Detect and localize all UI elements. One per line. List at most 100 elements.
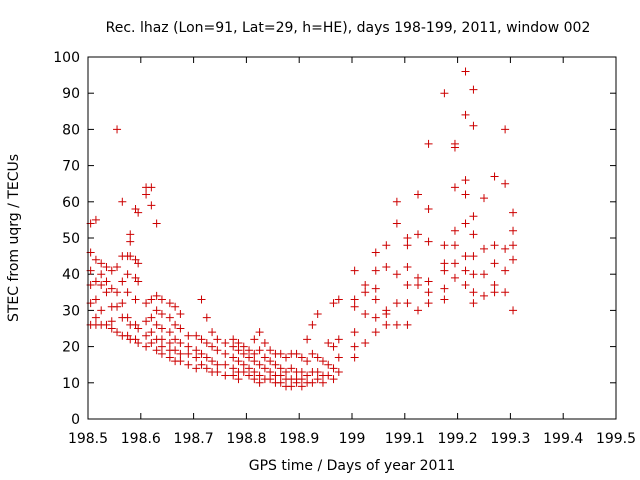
- data-point: [371, 328, 380, 337]
- data-point: [118, 299, 127, 308]
- data-point: [202, 313, 211, 322]
- data-point: [414, 190, 422, 199]
- data-point: [461, 266, 470, 275]
- data-point: [213, 360, 222, 369]
- data-point: [157, 349, 166, 358]
- data-point: [152, 291, 161, 300]
- data-point: [255, 360, 264, 369]
- data-point: [382, 320, 391, 329]
- data-point: [440, 241, 449, 250]
- data-point: [461, 281, 470, 290]
- data-point: [221, 360, 230, 369]
- data-point: [414, 230, 422, 239]
- x-axis-ticks: 198.5 198.6 198.7 198.8 198.9 199 199.1 199.2 19…: [68, 57, 636, 447]
- data-point: [424, 205, 433, 214]
- data-point: [266, 357, 275, 366]
- data-point: [97, 259, 106, 268]
- data-point: [157, 295, 166, 304]
- x-tick-label: 198.7: [174, 431, 214, 447]
- data-point: [91, 255, 100, 264]
- y-tick-label: 40: [62, 267, 80, 283]
- data-point: [134, 277, 143, 286]
- data-point: [480, 244, 488, 253]
- data-point: [176, 349, 185, 358]
- data-point: [134, 259, 143, 268]
- data-point: [287, 364, 296, 373]
- data-point: [250, 367, 259, 376]
- data-point: [142, 342, 151, 351]
- data-point: [461, 190, 470, 199]
- data-point: [239, 360, 248, 369]
- data-point: [371, 295, 380, 304]
- data-point: [157, 310, 166, 319]
- data-point: [165, 299, 174, 308]
- data-point: [107, 266, 116, 275]
- data-point: [102, 288, 111, 297]
- data-point: [469, 270, 478, 279]
- data-point: [271, 360, 280, 369]
- data-point: [324, 338, 333, 347]
- chart-title: Rec. lhaz (Lon=91, Lat=29, h=HE), days 1…: [106, 20, 591, 36]
- data-point: [118, 197, 127, 206]
- data-point: [361, 288, 370, 297]
- data-point: [440, 259, 449, 268]
- data-point: [229, 364, 238, 373]
- data-point: [509, 241, 518, 250]
- y-tick-label: 0: [71, 412, 80, 428]
- data-point: [469, 121, 478, 130]
- data-point: [392, 270, 401, 279]
- data-point: [107, 324, 116, 333]
- data-point: [469, 299, 478, 308]
- data-point: [440, 295, 449, 304]
- data-point: [123, 288, 132, 297]
- data-point: [276, 378, 285, 387]
- data-point: [461, 110, 470, 119]
- data-point: [102, 277, 111, 286]
- y-axis-ticks: 0 10 20 30 40 50 60 70 80 90 100: [53, 50, 616, 428]
- data-point: [245, 346, 254, 355]
- data-point: [113, 302, 122, 311]
- data-point: [147, 183, 156, 192]
- data-point: [469, 288, 478, 297]
- data-point: [165, 338, 174, 347]
- data-point: [450, 143, 459, 152]
- data-point: [371, 248, 380, 257]
- data-point: [202, 353, 211, 362]
- x-tick-label: 199.5: [596, 431, 636, 447]
- data-point: [424, 277, 433, 286]
- data-point: [208, 328, 217, 337]
- data-point: [334, 367, 343, 376]
- data-point: [450, 226, 459, 235]
- data-point: [107, 284, 116, 293]
- data-point: [350, 328, 359, 337]
- data-point: [461, 176, 470, 185]
- data-point: [403, 299, 412, 308]
- data-point: [234, 338, 243, 347]
- data-point: [392, 219, 401, 228]
- data-point: [382, 241, 391, 250]
- data-point: [260, 353, 269, 362]
- data-point: [213, 335, 222, 344]
- data-point: [440, 284, 449, 293]
- data-point: [255, 371, 264, 380]
- data-point: [266, 367, 275, 376]
- data-point: [118, 277, 127, 286]
- y-axis-label: STEC from uqrg / TECUs: [6, 154, 22, 322]
- data-point: [134, 208, 143, 217]
- data-point: [392, 197, 401, 206]
- data-point: [440, 89, 449, 98]
- data-point: [157, 324, 166, 333]
- data-point: [192, 346, 201, 355]
- data-point: [490, 288, 499, 297]
- data-point: [490, 172, 499, 181]
- data-point: [480, 194, 488, 203]
- plot-frame: [87, 56, 617, 420]
- x-tick-label: 198.6: [121, 431, 161, 447]
- data-point: [234, 375, 243, 384]
- data-point: [318, 378, 327, 387]
- data-point: [509, 255, 518, 264]
- data-point: [297, 367, 306, 376]
- data-point: [350, 295, 359, 304]
- data-point: [91, 295, 100, 304]
